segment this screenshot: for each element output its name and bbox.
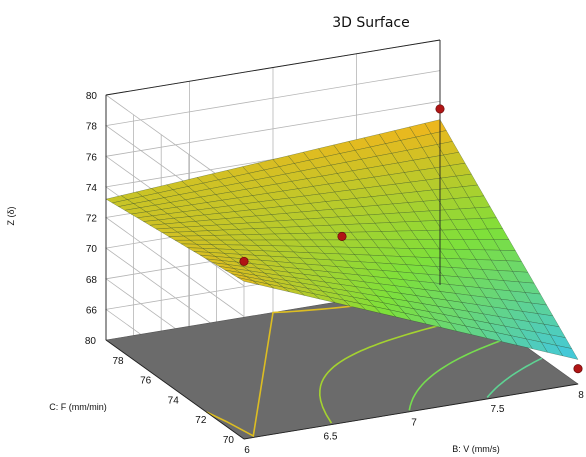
z-tick-label: 74	[86, 183, 98, 194]
z-tick-label: 78	[86, 122, 98, 133]
x-axis-label: B: V (mm/s)	[452, 444, 500, 454]
x-tick-label: 8	[578, 390, 584, 401]
y-axis-label: C: F (mm/min)	[49, 402, 107, 412]
response-surface	[105, 119, 579, 360]
chart-title: 3D Surface	[332, 15, 409, 31]
design-points	[239, 104, 583, 374]
y-tick-label: 74	[168, 395, 180, 406]
frame-edge	[105, 339, 245, 440]
contour-line	[408, 335, 513, 411]
z-tick-label: 80	[86, 91, 98, 102]
z-tick-label: 70	[86, 244, 98, 255]
y-tick-label: 70	[223, 435, 235, 446]
z-tick-label: 76	[86, 152, 98, 163]
tick-labels: 66 68 70 72 74 76 78 80 70 72 74 76 78 80 6 6.5 7 7.5 8	[85, 91, 584, 456]
frame-edge	[105, 39, 441, 96]
axis-frame	[105, 39, 579, 440]
x-tick-label: 7	[411, 418, 417, 429]
y-tick-label: 80	[85, 336, 97, 347]
z-tick-label: 68	[86, 275, 98, 286]
design-point	[239, 256, 249, 266]
design-point	[435, 104, 445, 114]
y-tick-label: 72	[195, 415, 207, 426]
design-point	[573, 364, 583, 374]
surface-cell	[556, 345, 579, 360]
x-tick-label: 6	[244, 445, 250, 456]
x-tick-label: 7.5	[491, 404, 505, 415]
frame-edge	[243, 383, 579, 440]
design-point	[337, 231, 347, 241]
y-tick-label: 76	[140, 376, 152, 387]
y-tick-label: 78	[112, 356, 124, 367]
z-tick-label: 66	[86, 305, 98, 316]
x-tick-label: 6.5	[324, 431, 338, 442]
z-tick-label: 72	[86, 214, 98, 225]
contour-line	[486, 357, 543, 398]
z-axis-label: Z (δ)	[6, 206, 16, 225]
